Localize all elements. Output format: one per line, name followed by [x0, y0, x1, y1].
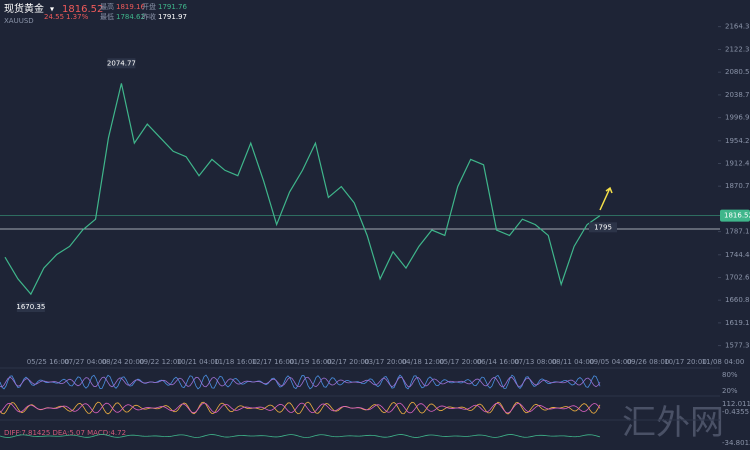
y-tick-label: 2080.53 — [725, 68, 750, 76]
price-tag — [720, 209, 750, 222]
annotation: 2074.77 — [107, 59, 136, 67]
annotation-box — [589, 222, 617, 233]
kdj-label: -0.4355 — [722, 408, 749, 416]
y-tick-label: 1870.72 — [725, 182, 750, 190]
indicator-line — [0, 434, 601, 438]
rsi-label: 20% — [722, 387, 738, 395]
x-tick-label: 01/19 16:00 — [289, 358, 332, 366]
x-tick-label: 11/18 16:00 — [214, 358, 257, 366]
y-tick-label: 2122.31 — [725, 45, 750, 53]
x-tick-label: 04/18 12:00 — [402, 358, 445, 366]
ticker: XAUUSD — [4, 17, 34, 25]
label: 开盘 — [142, 2, 156, 11]
x-tick-label: 12/17 16:00 — [252, 358, 295, 366]
x-tick-label: 07/27 04:00 — [64, 358, 107, 366]
kdj-label: 112.011 — [722, 400, 750, 408]
x-tick-label: 09/05 04:00 — [589, 358, 632, 366]
x-tick-label: 09/26 08:00 — [627, 358, 670, 366]
change: 24.55 — [44, 13, 64, 21]
macd-legend: DIFF:7.81425 DEA:5.07 MACD:4.72 — [4, 429, 126, 437]
indicator-line — [0, 374, 601, 390]
annotation-box — [107, 58, 136, 69]
arrow — [599, 186, 613, 211]
y-tick-label: 1954.29 — [725, 137, 750, 145]
x-tick-label: 11/08 04:00 — [702, 358, 745, 366]
indicator-line — [0, 376, 601, 388]
y-tick-label: 1702.66 — [725, 273, 750, 281]
y-tick-label: 1660.88 — [725, 296, 750, 304]
y-tick-label: 1577.3 — [725, 342, 750, 350]
x-tick-label: 08/11 04:00 — [552, 358, 595, 366]
indicator-line — [0, 402, 601, 414]
x-tick-label: 05/25 16:00 — [27, 358, 70, 366]
indicator-line — [0, 401, 601, 415]
y-tick-label: 1996.97 — [725, 114, 750, 122]
label: 最高 — [100, 2, 114, 11]
label: 昨收 — [142, 12, 156, 21]
annotation: 1795 — [594, 223, 612, 231]
price: 1816.52 — [62, 4, 103, 15]
x-tick-label: 05/17 20:00 — [439, 358, 482, 366]
value: 1791.97 — [158, 13, 187, 21]
value: 1791.76 — [158, 3, 187, 11]
x-tick-label: 06/14 16:00 — [477, 358, 520, 366]
dropdown[interactable]: ▾ — [50, 5, 54, 14]
x-tick-label: 03/17 20:00 — [364, 358, 407, 366]
rsi-label: 80% — [722, 371, 738, 379]
watermark: 汇外网 — [622, 403, 724, 443]
price-tag-label: 1816.52 — [724, 212, 750, 220]
macd-label: -34.80132 — [722, 439, 750, 447]
change-pct: 1.37% — [66, 13, 89, 21]
y-tick-label: 1787.18 — [725, 228, 750, 236]
y-tick-label: 1912.48 — [725, 159, 750, 167]
x-tick-label: 10/21 04:00 — [177, 358, 220, 366]
value: 1784.62 — [116, 13, 145, 21]
x-tick-label: 10/17 20:00 — [664, 358, 707, 366]
annotation-box — [16, 302, 45, 313]
price-line-series — [4, 83, 601, 296]
x-tick-label: 08/24 20:00 — [102, 358, 145, 366]
y-tick-label: 1619.13 — [725, 319, 750, 327]
value: 1819.16 — [116, 3, 145, 11]
y-tick-label: 2038.75 — [725, 91, 750, 99]
y-tick-label: 2164.38 — [725, 23, 750, 31]
annotation: 1670.35 — [16, 303, 45, 311]
symbol-name: 现货黄金 — [4, 2, 44, 15]
x-tick-label: 02/17 20:00 — [327, 358, 370, 366]
y-tick-label: 1744.44 — [725, 251, 750, 259]
x-tick-label: 09/22 12:00 — [139, 358, 182, 366]
x-tick-label: 07/13 08:00 — [514, 358, 557, 366]
label: 最低 — [100, 12, 114, 21]
